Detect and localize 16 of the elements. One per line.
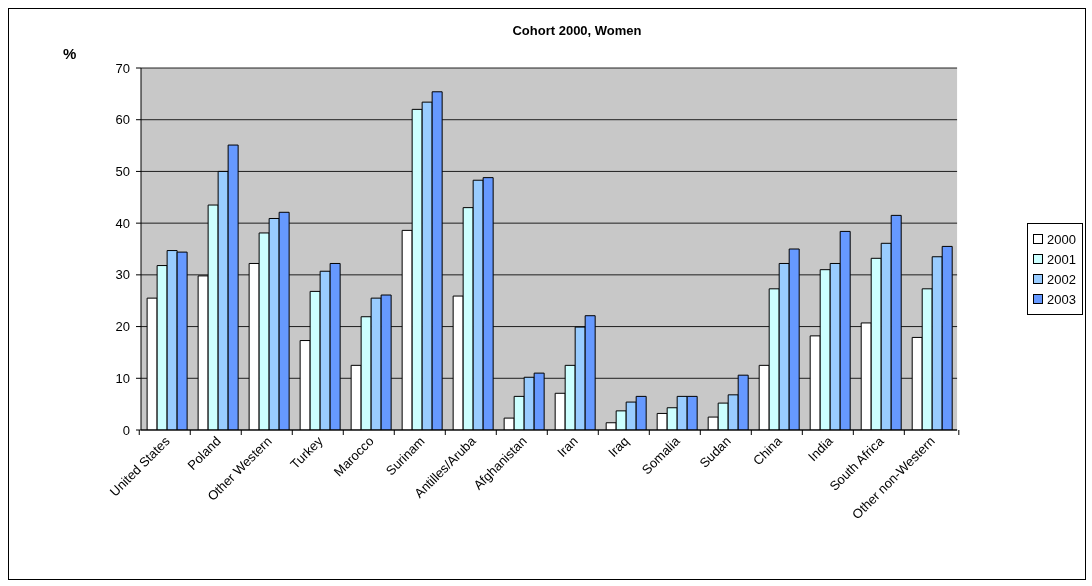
chart-title: Cohort 2000, Women [511,23,643,38]
y-tick-label: 30 [115,267,130,283]
y-tick-label: 70 [115,60,130,76]
legend-label: 2002 [1047,271,1076,287]
legend-label: 2003 [1047,291,1076,307]
y-axis-title: % [63,45,77,62]
y-tick-label: 60 [115,112,130,128]
legend-label: 2000 [1047,231,1076,247]
x-tick-label: Iran [554,433,581,460]
y-tick-label: 40 [115,215,130,231]
y-tick-label: 20 [115,319,130,335]
y-tick-label: 0 [122,422,130,438]
x-tick-label: Iraq [605,433,632,460]
legend-label: 2001 [1047,251,1076,267]
y-tick-label: 50 [115,164,130,180]
y-tick-label: 10 [115,370,130,386]
